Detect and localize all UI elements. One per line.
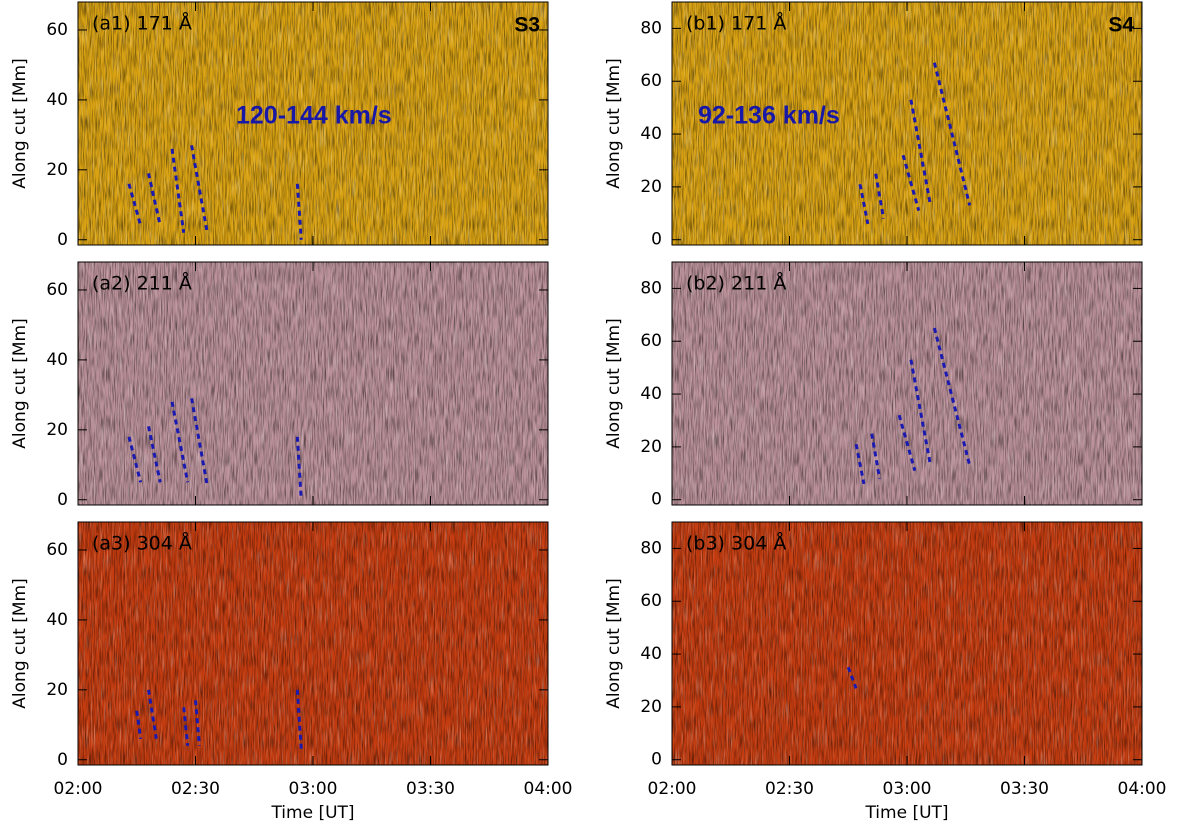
image-texture-light	[78, 262, 548, 505]
y-tick-label: 40	[46, 350, 68, 370]
y-tick-label: 20	[46, 420, 68, 440]
x-axis-label: Time [UT]	[270, 803, 354, 823]
image-texture-light	[672, 262, 1142, 505]
y-tick-label: 0	[57, 230, 68, 250]
dashed-fit-line	[127, 183, 143, 227]
panel-label: (b3) 304 Å	[686, 532, 786, 555]
image-texture-light	[78, 522, 548, 765]
y-axis-label: Along cut [Mm]	[10, 58, 30, 188]
y-tick-label: 40	[640, 124, 662, 144]
x-tick-label: 04:00	[524, 779, 573, 799]
dashed-fit-line	[190, 145, 209, 234]
dashed-fit-line	[858, 183, 870, 225]
dashed-fit-line	[897, 414, 917, 472]
dashed-fit-line	[901, 154, 921, 212]
dashed-fit-line	[874, 173, 885, 219]
dashed-fit-line	[846, 666, 858, 689]
x-tick-label: 02:00	[54, 779, 103, 799]
x-axis-label: Time [UT]	[864, 803, 948, 823]
x-tick-label: 03:30	[1000, 779, 1049, 799]
image-texture-light	[672, 522, 1142, 765]
y-tick-label: 80	[640, 278, 662, 298]
y-tick-label: 20	[46, 680, 68, 700]
panel-tag: S3	[514, 14, 540, 37]
x-tick-label: 04:00	[1118, 779, 1167, 799]
y-tick-label: 20	[46, 160, 68, 180]
y-axis-label: Along cut [Mm]	[10, 318, 30, 448]
x-tick-label: 03:00	[289, 779, 338, 799]
y-axis-label: Along cut [Mm]	[604, 578, 624, 708]
y-axis-label: Along cut [Mm]	[604, 318, 624, 448]
x-tick-label: 03:30	[406, 779, 455, 799]
dashed-fit-line	[170, 401, 190, 483]
speed-annotation: 92-136 km/s	[698, 102, 840, 130]
dashed-fit-line	[295, 183, 303, 240]
panel-label: (a1) 171 Å	[92, 12, 192, 35]
y-tick-label: 40	[640, 644, 662, 664]
panel-label: (a3) 304 Å	[92, 532, 192, 555]
image-texture-light	[78, 2, 548, 245]
y-tick-label: 40	[640, 384, 662, 404]
dashed-fit-line	[854, 443, 866, 485]
dashed-fit-line	[932, 327, 972, 466]
x-tick-label: 03:00	[883, 779, 932, 799]
dashed-fit-line	[295, 689, 303, 750]
y-tick-label: 60	[640, 71, 662, 91]
panel-label: (b2) 211 Å	[686, 272, 786, 295]
y-axis-label: Along cut [Mm]	[604, 58, 624, 188]
speed-annotation: 120-144 km/s	[236, 102, 392, 130]
dashed-fit-line	[932, 62, 972, 206]
dashed-fit-line	[127, 436, 143, 483]
y-tick-label: 40	[46, 610, 68, 630]
dashed-fit-line	[295, 436, 303, 500]
y-tick-label: 80	[640, 538, 662, 558]
y-tick-label: 20	[640, 177, 662, 197]
y-tick-label: 20	[640, 697, 662, 717]
y-axis-label: Along cut [Mm]	[10, 578, 30, 708]
x-tick-label: 02:30	[765, 779, 814, 799]
panel-label: (a2) 211 Å	[92, 272, 192, 295]
y-tick-label: 0	[651, 230, 662, 250]
dashed-fit-line	[190, 398, 209, 487]
y-tick-label: 0	[57, 490, 68, 510]
y-tick-label: 0	[57, 750, 68, 770]
y-tick-label: 0	[651, 490, 662, 510]
dashed-fit-line	[194, 700, 201, 746]
dashed-fit-line	[147, 426, 162, 483]
x-tick-label: 02:30	[171, 779, 220, 799]
y-tick-label: 80	[640, 18, 662, 38]
panel-label: (b1) 171 Å	[686, 12, 786, 35]
y-tick-label: 0	[651, 750, 662, 770]
y-tick-label: 60	[46, 540, 68, 560]
dashed-fit-line	[182, 707, 190, 746]
y-tick-label: 60	[46, 280, 68, 300]
dashed-fit-line	[135, 710, 143, 739]
x-tick-label: 02:00	[648, 779, 697, 799]
y-tick-label: 60	[640, 591, 662, 611]
panel-tag: S4	[1108, 14, 1134, 37]
y-tick-label: 20	[640, 437, 662, 457]
y-tick-label: 40	[46, 90, 68, 110]
y-tick-label: 60	[46, 20, 68, 40]
y-tick-label: 60	[640, 331, 662, 351]
image-texture-light	[672, 2, 1142, 245]
dashed-fit-line	[870, 433, 882, 479]
